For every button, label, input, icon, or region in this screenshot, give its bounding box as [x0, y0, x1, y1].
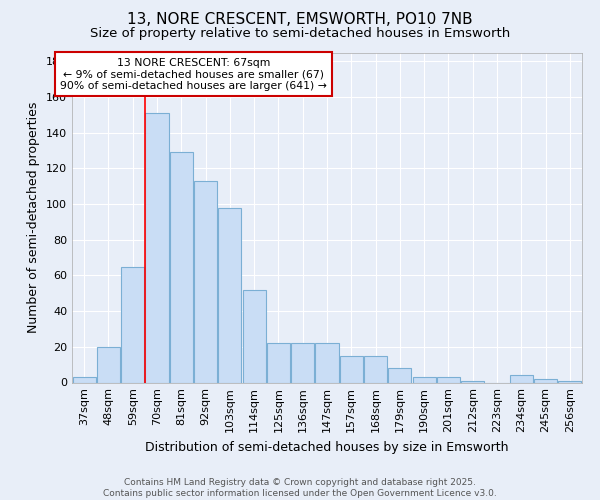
Bar [194, 181, 217, 382]
Bar [218, 208, 241, 382]
Bar [461, 380, 484, 382]
Bar [291, 344, 314, 382]
Bar [170, 152, 193, 382]
Bar [316, 344, 338, 382]
Bar [510, 376, 533, 382]
Bar [267, 344, 290, 382]
Text: Contains HM Land Registry data © Crown copyright and database right 2025.
Contai: Contains HM Land Registry data © Crown c… [103, 478, 497, 498]
Bar [364, 356, 387, 382]
Bar [242, 290, 266, 382]
X-axis label: Distribution of semi-detached houses by size in Emsworth: Distribution of semi-detached houses by … [145, 440, 509, 454]
Bar [534, 379, 557, 382]
Bar [340, 356, 363, 382]
Bar [413, 377, 436, 382]
Bar [121, 266, 144, 382]
Bar [97, 347, 120, 382]
Text: 13 NORE CRESCENT: 67sqm
← 9% of semi-detached houses are smaller (67)
90% of sem: 13 NORE CRESCENT: 67sqm ← 9% of semi-det… [60, 58, 327, 91]
Y-axis label: Number of semi-detached properties: Number of semi-detached properties [28, 102, 40, 333]
Bar [388, 368, 412, 382]
Text: Size of property relative to semi-detached houses in Emsworth: Size of property relative to semi-detach… [90, 28, 510, 40]
Bar [559, 380, 581, 382]
Bar [437, 377, 460, 382]
Bar [145, 113, 169, 382]
Bar [73, 377, 95, 382]
Text: 13, NORE CRESCENT, EMSWORTH, PO10 7NB: 13, NORE CRESCENT, EMSWORTH, PO10 7NB [127, 12, 473, 28]
